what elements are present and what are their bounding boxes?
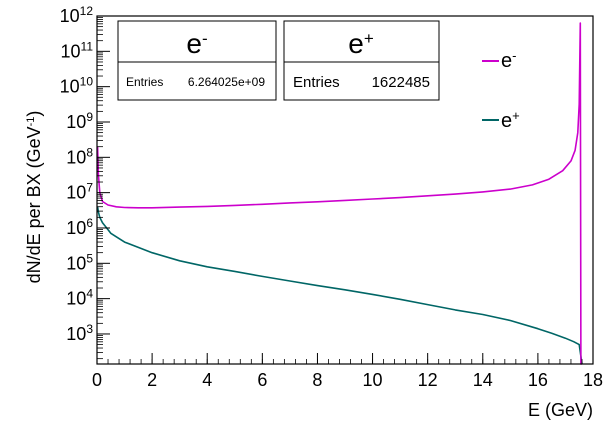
stat-box-positron-title: e+	[348, 28, 374, 59]
x-tick-label: 4	[202, 370, 212, 390]
x-tick-label: 14	[473, 370, 493, 390]
y-tick-label: 106	[66, 216, 93, 238]
y-axis-label-close: )	[24, 111, 44, 117]
y-tick-label: 1010	[60, 75, 94, 97]
x-tick-label: 16	[528, 370, 548, 390]
y-axis-label-exponent: -1	[25, 117, 37, 127]
x-tick-label: 6	[257, 370, 267, 390]
x-tick-label: 18	[583, 370, 603, 390]
y-axis-label-main: dN/dE per BX (GeV	[24, 126, 44, 283]
series-electron-line	[96, 22, 583, 365]
legend: e- e+	[482, 48, 520, 133]
stat-box-positron: e+ Entries 1622485	[283, 20, 440, 101]
y-tick-label: 105	[66, 251, 93, 273]
stat-box-electron-title-cell	[117, 20, 277, 63]
y-tick-label: 1011	[61, 39, 94, 61]
stat-box-electron-entries-label: Entries	[126, 75, 163, 89]
stat-box-electron-entries-value: 6.264025e+09	[188, 75, 265, 89]
stat-box-positron-title-cell	[283, 20, 440, 63]
x-tick-label: 12	[418, 370, 438, 390]
stat-box-positron-entries-value: 1622485	[372, 74, 430, 91]
stat-box-positron-entries-cell	[283, 61, 440, 101]
legend-label-positron: e+	[501, 108, 520, 133]
x-tick-label: 2	[147, 370, 157, 390]
stat-box-electron-title: e-	[186, 28, 207, 59]
x-axis-label: E (GeV)	[528, 400, 593, 420]
legend-label-electron: e-	[501, 48, 516, 73]
y-tick-label: 103	[66, 322, 93, 344]
curves	[96, 22, 583, 365]
stat-box-electron-entries-cell	[117, 61, 277, 101]
stat-box-positron-entries-label: Entries	[293, 74, 340, 91]
y-tick-label: 109	[66, 110, 93, 132]
y-axis: 103 104 105 106 107 108 109 1010 1011 1012	[60, 4, 110, 360]
y-tick-label: 1012	[60, 4, 94, 26]
y-tick-label: 108	[66, 145, 93, 167]
y-tick-label: 107	[66, 181, 93, 203]
x-tick-label: 8	[312, 370, 322, 390]
series-positron-line	[96, 206, 583, 365]
stat-box-electron: e- Entries 6.264025e+09	[117, 20, 277, 101]
x-axis: 0 2 4 6 8 10 12 14 16 18	[92, 353, 603, 390]
x-tick-label: 0	[92, 370, 102, 390]
plot-frame	[96, 15, 594, 365]
y-axis-label: dN/dE per BX (GeV-1)	[24, 111, 44, 284]
x-tick-label: 10	[363, 370, 383, 390]
y-tick-label: 104	[66, 287, 93, 309]
